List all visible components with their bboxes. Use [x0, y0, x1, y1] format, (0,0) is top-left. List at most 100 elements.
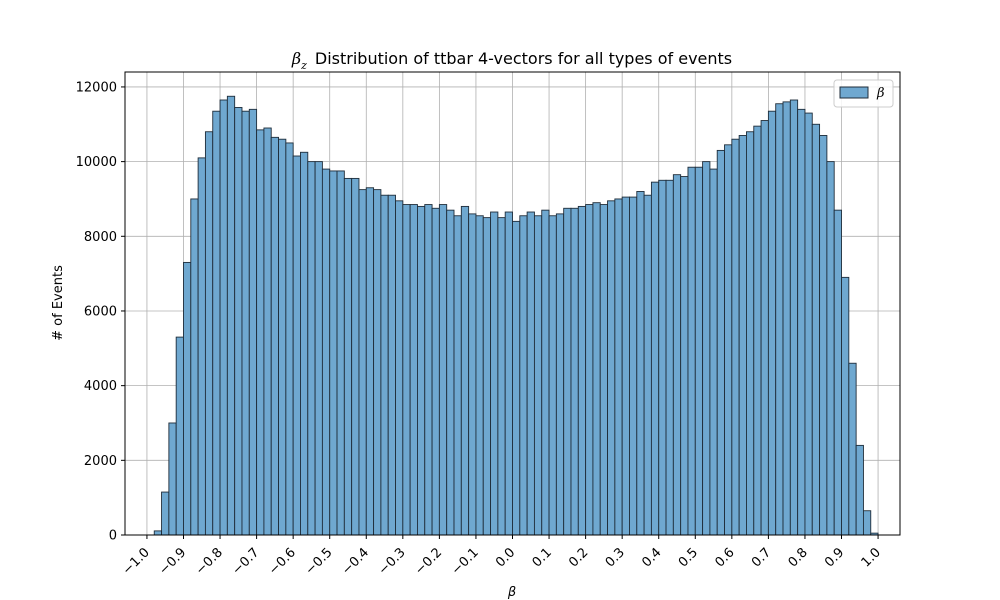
histogram-bar — [672, 174, 682, 536]
histogram-bar — [753, 125, 762, 536]
histogram-bar — [533, 215, 543, 536]
histogram-bar — [665, 179, 674, 536]
histogram-bar — [811, 123, 821, 536]
histogram-bar — [716, 149, 725, 536]
histogram-bar — [395, 200, 404, 536]
y-tick-label: 12000 — [76, 80, 117, 95]
histogram-bar — [775, 103, 784, 536]
histogram-bar — [212, 110, 221, 536]
histogram-bar — [321, 168, 331, 536]
histogram-bar — [175, 336, 184, 536]
histogram-bar — [767, 110, 777, 536]
histogram-bar — [190, 198, 199, 536]
histogram-bar — [643, 194, 652, 536]
histogram-bar — [446, 209, 455, 536]
legend-label: β — [876, 86, 885, 101]
histogram-bar — [694, 166, 704, 536]
histogram-bar — [307, 161, 316, 536]
histogram-bar — [555, 213, 565, 536]
histogram-bar — [738, 135, 747, 536]
histogram-bar — [512, 220, 521, 536]
histogram-bar — [285, 142, 294, 536]
histogram-bar — [153, 530, 163, 536]
y-axis-label: # of Events — [51, 265, 66, 341]
histogram-bar — [833, 209, 842, 536]
histogram-bar — [497, 217, 506, 536]
histogram-bar — [687, 166, 696, 536]
histogram-bar — [380, 194, 389, 536]
histogram-bar — [782, 101, 791, 536]
legend-swatch — [839, 86, 869, 99]
histogram-bar — [438, 204, 448, 536]
y-tick-label: 8000 — [84, 230, 117, 245]
histogram-bar — [475, 215, 484, 536]
histogram-bar — [621, 196, 630, 536]
histogram-bar — [541, 209, 550, 536]
histogram-bar — [819, 135, 828, 536]
histogram-bar — [358, 189, 367, 536]
histogram-bar — [365, 187, 375, 536]
histogram-bar — [599, 204, 608, 536]
x-axis-label: β — [507, 585, 516, 600]
histogram-bar — [417, 205, 426, 536]
histogram-bar — [519, 215, 528, 536]
y-tick-label: 10000 — [76, 155, 117, 170]
histogram-bar — [197, 157, 206, 536]
histogram-bar — [490, 211, 499, 536]
y-tick-label: 0 — [109, 529, 117, 544]
histogram-bar — [629, 196, 638, 536]
histogram-bar — [292, 155, 301, 536]
histogram-bar — [570, 207, 579, 536]
histogram-bar — [234, 107, 243, 536]
histogram-bars — [153, 95, 879, 536]
histogram-bar — [373, 189, 382, 536]
histogram-bar — [300, 151, 309, 536]
histogram-bar — [402, 204, 411, 536]
histogram-bar — [219, 99, 228, 536]
histogram-bar — [855, 444, 864, 536]
histogram-bar — [789, 99, 799, 536]
histogram-bar — [351, 177, 360, 536]
histogram-bar — [453, 215, 462, 536]
histogram-bar — [168, 422, 177, 536]
histogram-bar — [263, 127, 272, 536]
histogram-bar — [585, 204, 594, 536]
histogram-bar — [482, 217, 492, 536]
histogram-bar — [183, 261, 192, 536]
histogram-bar — [526, 211, 535, 536]
histogram-bar — [760, 120, 769, 536]
histogram-bar — [424, 204, 433, 536]
histogram-bar — [460, 205, 470, 536]
y-tick-label: 6000 — [84, 304, 117, 319]
histogram-bar — [161, 491, 170, 536]
histogram-bar — [702, 161, 711, 536]
histogram-bar — [658, 179, 667, 536]
histogram-bar — [226, 95, 236, 536]
histogram-bar — [314, 161, 323, 536]
histogram-bar — [256, 129, 265, 536]
histogram-bar — [614, 198, 623, 536]
histogram-bar — [431, 207, 440, 536]
histogram-bar — [650, 181, 660, 536]
histogram-bar — [343, 177, 353, 536]
chart-title: βz Distribution of ttbar 4-vectors for al… — [291, 49, 732, 72]
histogram-bar — [409, 204, 418, 536]
histogram-bar — [336, 170, 345, 536]
histogram-bar — [709, 168, 718, 536]
histogram-bar — [270, 136, 279, 536]
histogram-bar — [577, 205, 587, 536]
y-tick-label: 2000 — [84, 454, 117, 469]
y-axis-ticks: 0 2000 4000 6000 8000 10000 12000 — [76, 80, 125, 544]
histogram-bar — [592, 202, 601, 536]
histogram-bar — [563, 207, 572, 536]
histogram-bar — [797, 108, 806, 536]
histogram-bar — [731, 138, 740, 536]
legend: β — [833, 79, 894, 108]
histogram-bar — [848, 362, 857, 536]
histogram-bar — [204, 131, 214, 536]
histogram-bar — [548, 215, 557, 536]
histogram-bar — [826, 161, 835, 536]
histogram-bar — [680, 176, 689, 536]
histogram-bar — [241, 110, 250, 536]
histogram-bar — [278, 138, 287, 536]
